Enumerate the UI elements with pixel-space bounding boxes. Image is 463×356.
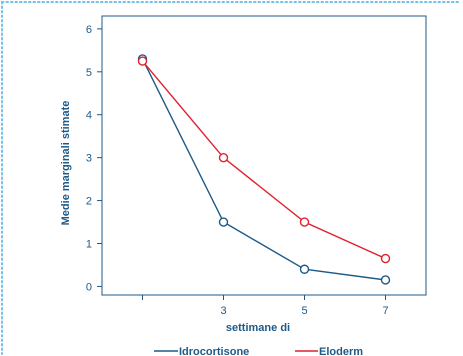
series-line-idrocortisone bbox=[141, 58, 386, 281]
data-point-eloderm bbox=[380, 253, 391, 264]
y-tick-label: 5 bbox=[86, 67, 92, 79]
legend-label-eloderm: Eloderm bbox=[319, 346, 363, 356]
x-tick-label: 3 bbox=[220, 305, 226, 317]
legend-label-idrocortisone: Idrocortisone bbox=[179, 346, 249, 356]
x-axis-title: settimane di bbox=[226, 322, 290, 334]
y-axis: 0 1 2 3 4 5 6 bbox=[86, 24, 102, 293]
data-point-idrocortisone bbox=[380, 275, 391, 285]
plot-area bbox=[101, 15, 427, 296]
data-point-idrocortisone bbox=[299, 264, 310, 274]
y-tick-label: 0 bbox=[86, 281, 92, 293]
series-line-eloderm bbox=[141, 60, 386, 260]
y-tick-label: 2 bbox=[86, 196, 92, 208]
y-tick-label: 4 bbox=[86, 110, 92, 122]
x-axis: 3 5 7 bbox=[142, 295, 389, 317]
y-tick-label: 6 bbox=[86, 24, 92, 36]
y-tick-label: 1 bbox=[86, 238, 92, 250]
x-tick-label: 7 bbox=[382, 305, 388, 317]
data-point-eloderm bbox=[218, 152, 229, 163]
y-axis-title: Medie marginali stimate bbox=[60, 101, 72, 226]
y-tick-label: 3 bbox=[86, 153, 92, 165]
legend: Idrocortisone Eloderm bbox=[154, 346, 363, 356]
data-point-eloderm bbox=[137, 56, 148, 66]
data-point-eloderm bbox=[299, 217, 310, 227]
series-points bbox=[137, 54, 391, 285]
x-tick-label: 5 bbox=[301, 305, 307, 317]
data-point-idrocortisone bbox=[218, 217, 229, 227]
series-lines bbox=[141, 58, 386, 281]
